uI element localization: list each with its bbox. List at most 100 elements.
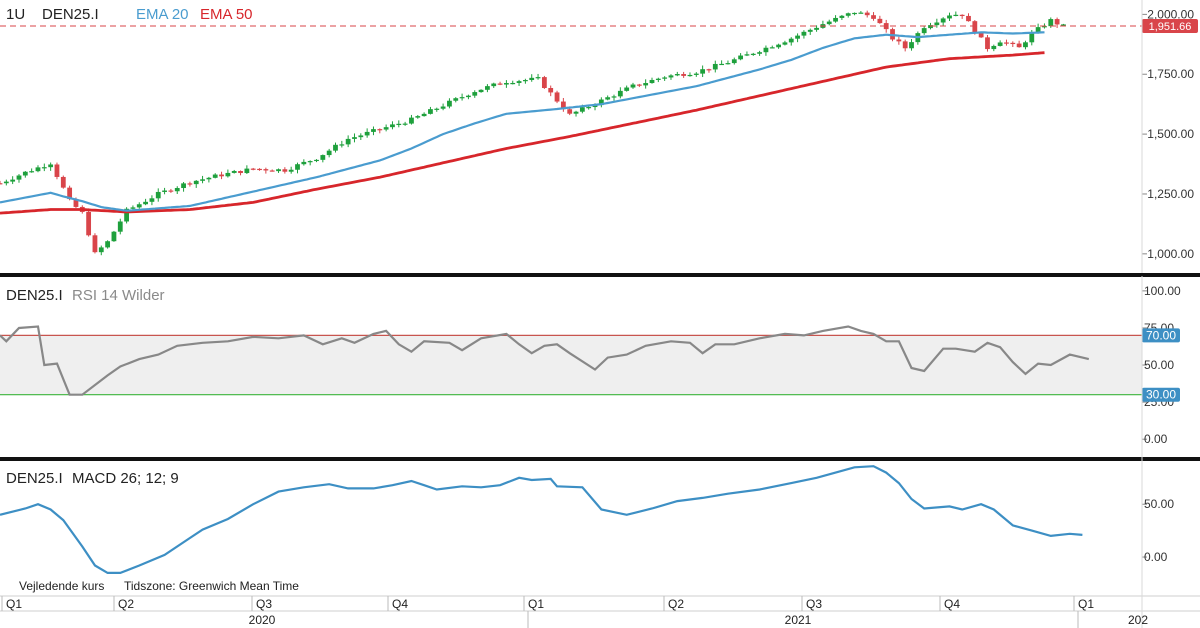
quarter-label: Q2 xyxy=(668,597,684,611)
candle-body xyxy=(225,172,231,177)
candle-body xyxy=(541,77,547,88)
candle-body xyxy=(522,80,528,82)
candle-body xyxy=(48,164,54,168)
candle-body xyxy=(706,69,712,71)
ema50-line xyxy=(0,51,1045,215)
candle-body xyxy=(529,77,535,81)
symbol-label[interactable]: DEN25.I xyxy=(42,6,99,23)
candle-body xyxy=(181,183,186,189)
candle-body xyxy=(288,169,294,172)
candle-body xyxy=(0,183,3,185)
candle-body xyxy=(985,37,990,50)
rsi-symbol-label[interactable]: DEN25.I xyxy=(6,287,63,304)
candle-body xyxy=(573,111,579,114)
candle-body xyxy=(301,161,307,165)
candle-body xyxy=(111,231,117,242)
interval-label[interactable]: 1U xyxy=(6,6,25,23)
candle-body xyxy=(896,39,902,42)
candle-body xyxy=(750,53,756,55)
candle-body xyxy=(409,117,414,124)
candle-body xyxy=(624,87,630,91)
candle-body xyxy=(934,22,940,26)
candle-body xyxy=(143,201,148,205)
candle-body xyxy=(928,25,933,29)
candle-body xyxy=(212,174,218,178)
quarter-label: Q3 xyxy=(256,597,272,611)
candle-body xyxy=(60,176,66,188)
candle-body xyxy=(567,109,573,114)
candle-body xyxy=(86,211,92,236)
candle-body xyxy=(902,41,908,49)
candle-body xyxy=(845,13,851,16)
candle-body xyxy=(402,123,408,125)
candle-body xyxy=(440,106,446,109)
candle-body xyxy=(833,17,838,22)
candle-body xyxy=(972,21,978,34)
candle-body xyxy=(636,84,642,86)
candle-body xyxy=(307,161,313,163)
candle-body xyxy=(124,208,129,222)
candle-body xyxy=(991,45,997,50)
candle-body xyxy=(250,168,256,170)
candle-body xyxy=(1016,43,1022,48)
candle-body xyxy=(560,101,566,110)
ema50-legend[interactable]: EMA 50 xyxy=(200,6,253,23)
candle-body xyxy=(54,164,60,177)
candle-body xyxy=(472,92,478,96)
candle-body xyxy=(333,144,338,151)
candle-body xyxy=(864,12,870,16)
candle-body xyxy=(731,59,737,64)
rsi-band xyxy=(0,335,1142,395)
price-note: Vejledende kurs xyxy=(19,579,104,593)
candle-body xyxy=(516,81,522,83)
candle-body xyxy=(162,190,167,192)
candle-body xyxy=(1029,32,1035,43)
macd-tick-label: 50.00 xyxy=(1144,497,1174,511)
candle-body xyxy=(478,89,484,93)
candle-body xyxy=(598,99,604,106)
candle-body xyxy=(136,204,142,208)
candle-body xyxy=(3,181,9,184)
candle-body xyxy=(415,116,421,118)
candle-body xyxy=(390,124,395,128)
candle-body xyxy=(92,235,98,253)
rsi-tick-label: 100.00 xyxy=(1144,284,1181,298)
macd-symbol-label[interactable]: DEN25.I xyxy=(6,470,63,487)
rsi-title[interactable]: RSI 14 Wilder xyxy=(72,287,165,304)
candle-body xyxy=(459,97,465,99)
candle-body xyxy=(98,247,104,253)
candle-body xyxy=(807,29,813,32)
candle-body xyxy=(263,169,269,171)
quarter-label: Q3 xyxy=(806,597,822,611)
candle-body xyxy=(947,15,952,19)
ema20-legend[interactable]: EMA 20 xyxy=(136,6,189,23)
candle-body xyxy=(617,90,623,97)
candle-body xyxy=(826,21,832,25)
x-axis-years: 2020 2021 202 xyxy=(249,611,1148,628)
candle-body xyxy=(117,221,123,232)
candle-body xyxy=(187,183,193,185)
rsi-lower-badge xyxy=(1142,387,1180,402)
candle-body xyxy=(174,188,180,192)
macd-tick-label: 0.00 xyxy=(1144,550,1168,564)
candle-body xyxy=(655,78,661,80)
candle-body xyxy=(466,95,471,98)
candle-body xyxy=(871,15,876,19)
candle-body xyxy=(795,35,800,39)
candle-body xyxy=(643,83,649,86)
year-label: 2021 xyxy=(785,613,812,627)
candle-body xyxy=(554,92,560,102)
candle-body xyxy=(504,83,509,85)
candle-body xyxy=(193,180,199,185)
candle-body xyxy=(1004,42,1009,44)
candle-body xyxy=(238,170,243,174)
candle-body xyxy=(883,23,889,30)
macd-title[interactable]: MACD 26; 12; 9 xyxy=(72,470,179,487)
macd-panel: 0.00 50.00 DEN25.I MACD 26; 12; 9 xyxy=(0,465,1174,575)
candle-body xyxy=(763,47,769,53)
x-axis-quarters: Q1 Q2 Q3 Q4 Q1 Q2 Q3 Q4 Q1 xyxy=(1,596,1094,611)
candle-body xyxy=(1035,27,1041,33)
candle-body xyxy=(668,75,674,78)
